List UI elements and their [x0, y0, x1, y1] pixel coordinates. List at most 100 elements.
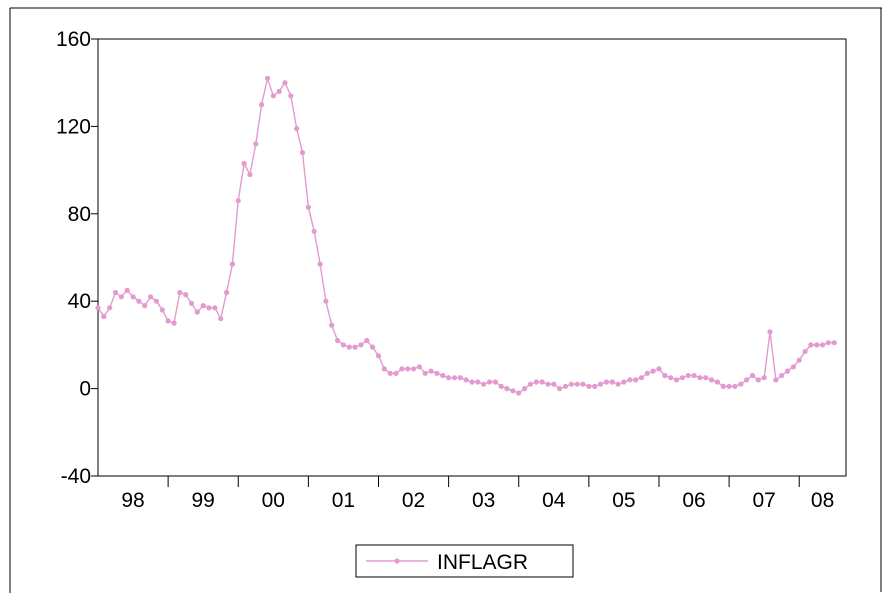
plot-area [97, 38, 847, 477]
x-tick-label: 03 [472, 489, 495, 512]
data-point [329, 322, 335, 328]
data-point [340, 342, 346, 348]
data-point [270, 93, 276, 99]
data-point [358, 342, 364, 348]
data-point [627, 377, 633, 383]
series-layer [95, 75, 837, 396]
data-point [405, 366, 411, 372]
data-point [779, 372, 785, 379]
y-tick-label: 0 [79, 378, 91, 401]
data-point [264, 75, 271, 81]
data-point [200, 303, 206, 309]
data-point [790, 364, 797, 370]
data-point [352, 344, 358, 350]
data-point [784, 368, 791, 374]
data-point [346, 344, 352, 350]
x-tick-label: 08 [811, 489, 834, 512]
data-point [755, 377, 761, 383]
data-point [504, 386, 510, 392]
data-point [276, 88, 282, 94]
data-point [218, 316, 224, 322]
data-point [299, 150, 306, 156]
data-point [796, 357, 802, 363]
data-point [247, 171, 253, 178]
data-point [294, 126, 300, 132]
data-point [726, 383, 732, 389]
data-point [516, 390, 522, 396]
data-point [510, 388, 516, 394]
data-point [364, 337, 370, 344]
data-point [498, 383, 504, 389]
data-point [136, 298, 142, 304]
y-tick-label: 120 [56, 115, 91, 138]
data-point [808, 342, 814, 348]
x-tick-label: 02 [402, 489, 425, 512]
data-point [107, 305, 113, 311]
data-point [481, 381, 487, 387]
data-point [177, 289, 183, 296]
data-point [235, 198, 241, 204]
data-point [486, 379, 493, 385]
data-point [744, 377, 750, 383]
data-point [697, 375, 703, 381]
data-point [668, 375, 674, 381]
data-point [422, 370, 428, 376]
data-point [282, 80, 288, 86]
data-point [767, 329, 773, 335]
data-point [206, 305, 212, 311]
data-point [165, 318, 171, 324]
data-point [709, 377, 715, 383]
x-tick-label: 04 [542, 489, 566, 512]
data-point [732, 383, 738, 389]
data-point [650, 368, 656, 374]
data-point [463, 377, 469, 383]
data-point [112, 289, 119, 296]
y-tick-label: -40 [61, 465, 91, 488]
data-point [335, 337, 341, 344]
data-point [159, 307, 165, 313]
data-point [224, 289, 230, 296]
data-point [259, 102, 265, 108]
data-point [434, 370, 440, 376]
data-point [574, 381, 580, 387]
x-axis: 98 99 00 01 02 03 04 05 06 07 08 [121, 476, 834, 512]
data-point [545, 381, 551, 387]
data-point [656, 366, 662, 372]
x-tick-label: 98 [121, 489, 144, 512]
data-point [825, 340, 832, 346]
data-point [188, 300, 195, 306]
data-point [621, 379, 627, 385]
data-point [428, 368, 434, 374]
x-tick-label: 06 [682, 489, 705, 512]
data-point [638, 375, 645, 381]
data-point [183, 292, 189, 298]
data-point [580, 381, 586, 387]
data-point [194, 309, 200, 315]
data-point [469, 379, 475, 385]
data-point [387, 370, 393, 376]
data-point [738, 381, 744, 387]
data-point [416, 364, 422, 370]
data-point [761, 375, 767, 381]
data-point [375, 353, 382, 359]
data-point [720, 383, 726, 389]
data-point [148, 294, 154, 300]
x-tick-label: 01 [332, 489, 355, 512]
data-point [522, 386, 528, 392]
data-point [773, 377, 779, 383]
y-tick-label: 40 [68, 290, 91, 313]
data-point [557, 386, 563, 392]
legend: INFLAGR [355, 544, 574, 578]
data-point [440, 372, 446, 379]
data-point [603, 379, 610, 385]
data-point [615, 381, 621, 387]
data-point [288, 93, 294, 99]
data-point [691, 372, 697, 379]
data-point [685, 372, 691, 379]
data-point [673, 377, 680, 383]
data-point [311, 228, 317, 234]
data-point [229, 261, 235, 267]
data-point [568, 381, 574, 387]
data-point [212, 305, 218, 311]
